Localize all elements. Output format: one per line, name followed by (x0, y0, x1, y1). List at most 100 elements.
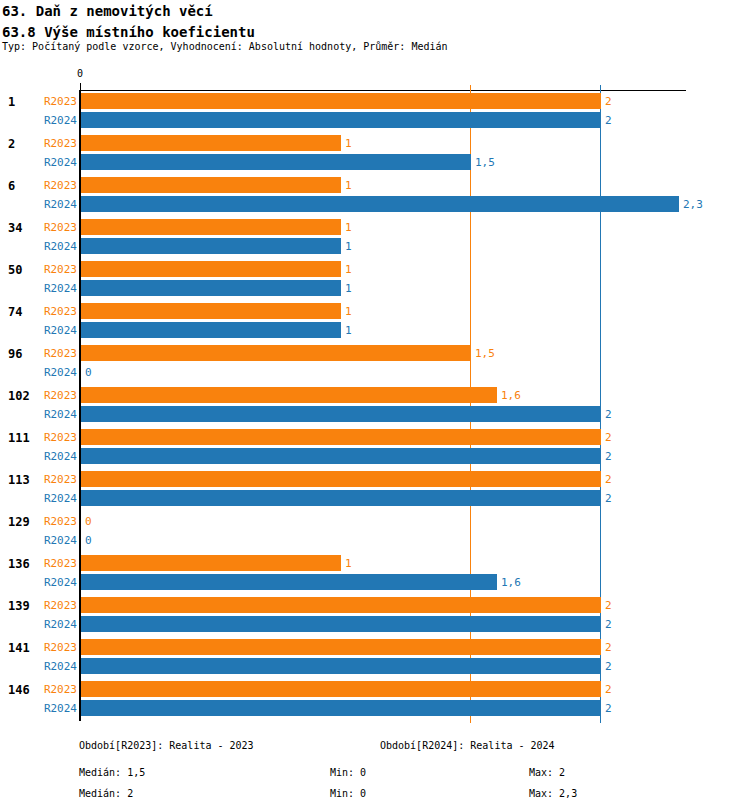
value-label-r2023-cat-50: 1 (345, 263, 352, 276)
bar-r2023-cat-1 (81, 93, 601, 109)
category-label-50: 50 (8, 263, 38, 277)
series-label-r2023-cat-74: R2023 (40, 305, 77, 318)
series-label-r2023-cat-136: R2023 (40, 557, 77, 570)
x-axis-line (80, 90, 686, 91)
stat-median-r2024: Medián: 2 (79, 788, 133, 799)
series-label-r2024-cat-141: R2024 (40, 660, 77, 673)
series-label-r2023-cat-129: R2023 (40, 515, 77, 528)
value-label-r2024-cat-6: 2,3 (683, 198, 703, 211)
bar-r2023-cat-139 (81, 597, 601, 613)
bar-r2024-cat-139 (81, 616, 601, 632)
bar-r2024-cat-146 (81, 700, 601, 716)
value-label-r2023-cat-129: 0 (85, 515, 92, 528)
series-label-r2024-cat-146: R2024 (40, 702, 77, 715)
value-label-r2023-cat-146: 2 (605, 683, 612, 696)
bar-r2024-cat-113 (81, 490, 601, 506)
bar-r2023-cat-50 (81, 261, 341, 277)
legend-r2024: Období[R2024]: Realita - 2024 (380, 740, 555, 751)
series-label-r2023-cat-102: R2023 (40, 389, 77, 402)
value-label-r2024-cat-139: 2 (605, 618, 612, 631)
bar-r2023-cat-136 (81, 555, 341, 571)
category-label-113: 113 (8, 473, 38, 487)
series-label-r2024-cat-50: R2024 (40, 282, 77, 295)
value-label-r2024-cat-96: 0 (85, 366, 92, 379)
value-label-r2024-cat-136: 1,6 (501, 576, 521, 589)
chart-subtitle: Typ: Počítaný podle vzorce, Vyhodnocení:… (2, 41, 448, 52)
bar-r2023-cat-113 (81, 471, 601, 487)
bar-r2023-cat-111 (81, 429, 601, 445)
value-label-r2023-cat-113: 2 (605, 473, 612, 486)
bar-r2024-cat-102 (81, 406, 601, 422)
bar-r2024-cat-74 (81, 322, 341, 338)
stat-median-r2023: Medián: 1,5 (79, 767, 145, 778)
value-label-r2024-cat-74: 1 (345, 324, 352, 337)
value-label-r2023-cat-96: 1,5 (475, 347, 495, 360)
category-label-111: 111 (8, 431, 38, 445)
value-label-r2023-cat-139: 2 (605, 599, 612, 612)
chart-title-line2: 63.8 Výše místního koeficientu (2, 24, 255, 40)
series-label-r2024-cat-6: R2024 (40, 198, 77, 211)
category-label-139: 139 (8, 599, 38, 613)
series-label-r2024-cat-102: R2024 (40, 408, 77, 421)
value-label-r2024-cat-111: 2 (605, 450, 612, 463)
series-label-r2023-cat-2: R2023 (40, 137, 77, 150)
chart-title-line1: 63. Daň z nemovitých věcí (2, 3, 213, 19)
series-label-r2023-cat-96: R2023 (40, 347, 77, 360)
series-label-r2024-cat-1: R2024 (40, 114, 77, 127)
bar-r2024-cat-34 (81, 238, 341, 254)
chart-page: 63. Daň z nemovitých věcí 63.8 Výše míst… (0, 0, 750, 812)
bar-r2023-cat-2 (81, 135, 341, 151)
series-label-r2023-cat-111: R2023 (40, 431, 77, 444)
series-label-r2024-cat-74: R2024 (40, 324, 77, 337)
legend-r2023: Období[R2023]: Realita - 2023 (79, 740, 254, 751)
bar-r2024-cat-2 (81, 154, 471, 170)
category-label-1: 1 (8, 95, 38, 109)
x-axis-zero-tick (80, 83, 81, 90)
value-label-r2023-cat-136: 1 (345, 557, 352, 570)
value-label-r2023-cat-1: 2 (605, 95, 612, 108)
value-label-r2024-cat-146: 2 (605, 702, 612, 715)
bar-r2024-cat-111 (81, 448, 601, 464)
bar-r2023-cat-34 (81, 219, 341, 235)
bar-r2024-cat-136 (81, 574, 497, 590)
series-label-r2024-cat-2: R2024 (40, 156, 77, 169)
stat-min-r2024: Min: 0 (330, 788, 366, 799)
value-label-r2023-cat-2: 1 (345, 137, 352, 150)
series-label-r2024-cat-34: R2024 (40, 240, 77, 253)
bar-r2024-cat-6 (81, 196, 679, 212)
series-label-r2023-cat-6: R2023 (40, 179, 77, 192)
value-label-r2023-cat-102: 1,6 (501, 389, 521, 402)
value-label-r2023-cat-141: 2 (605, 641, 612, 654)
series-label-r2023-cat-50: R2023 (40, 263, 77, 276)
series-label-r2023-cat-34: R2023 (40, 221, 77, 234)
series-label-r2024-cat-111: R2024 (40, 450, 77, 463)
series-label-r2024-cat-136: R2024 (40, 576, 77, 589)
series-label-r2024-cat-96: R2024 (40, 366, 77, 379)
value-label-r2023-cat-74: 1 (345, 305, 352, 318)
value-label-r2023-cat-34: 1 (345, 221, 352, 234)
value-label-r2024-cat-2: 1,5 (475, 156, 495, 169)
bar-r2023-cat-146 (81, 681, 601, 697)
stat-min-r2023: Min: 0 (330, 767, 366, 778)
bar-r2023-cat-74 (81, 303, 341, 319)
category-label-141: 141 (8, 641, 38, 655)
category-label-146: 146 (8, 683, 38, 697)
value-label-r2023-cat-111: 2 (605, 431, 612, 444)
bar-r2023-cat-102 (81, 387, 497, 403)
category-label-102: 102 (8, 389, 38, 403)
bar-r2024-cat-141 (81, 658, 601, 674)
category-label-74: 74 (8, 305, 38, 319)
series-label-r2024-cat-113: R2024 (40, 492, 77, 505)
series-label-r2024-cat-129: R2024 (40, 534, 77, 547)
value-label-r2024-cat-141: 2 (605, 660, 612, 673)
value-label-r2024-cat-113: 2 (605, 492, 612, 505)
series-label-r2023-cat-141: R2023 (40, 641, 77, 654)
series-label-r2023-cat-139: R2023 (40, 599, 77, 612)
bar-r2024-cat-50 (81, 280, 341, 296)
value-label-r2024-cat-50: 1 (345, 282, 352, 295)
series-label-r2024-cat-139: R2024 (40, 618, 77, 631)
value-label-r2023-cat-6: 1 (345, 179, 352, 192)
series-label-r2023-cat-1: R2023 (40, 95, 77, 108)
series-label-r2023-cat-146: R2023 (40, 683, 77, 696)
bar-r2024-cat-1 (81, 112, 601, 128)
